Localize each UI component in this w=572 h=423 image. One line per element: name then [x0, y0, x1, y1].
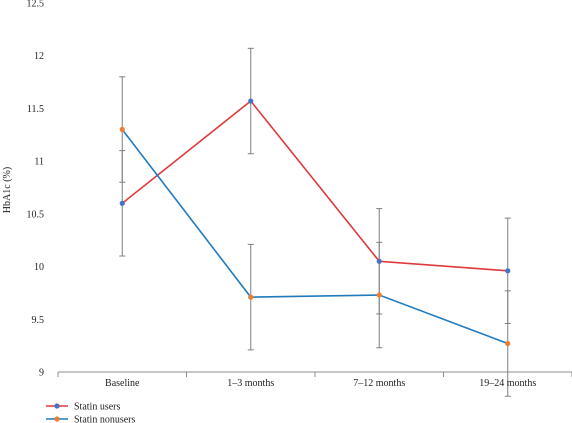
data-points — [119, 98, 511, 347]
legend-marker — [54, 403, 60, 409]
x-tick-label: Baseline — [105, 378, 140, 389]
x-axis — [57, 371, 572, 377]
x-tick-label: 19–24 months — [479, 378, 536, 389]
y-tick-label: 10.5 — [27, 209, 45, 220]
y-tick-label: 11.5 — [27, 104, 44, 115]
legend-marker — [54, 416, 60, 422]
data-point — [376, 258, 382, 264]
series-line — [121, 129, 509, 345]
series-lines — [121, 99, 509, 345]
x-tick-label: 7–12 months — [353, 378, 405, 389]
error-bars — [119, 47, 511, 397]
data-point — [248, 294, 254, 300]
data-point — [119, 200, 125, 206]
legend-label: Statin users — [74, 402, 120, 413]
y-tick-label: 11 — [34, 157, 44, 168]
series-line — [121, 99, 508, 272]
data-point — [119, 126, 125, 133]
y-tick-label: 9 — [39, 368, 44, 379]
y-axis-title: HbA1c (%) — [2, 167, 13, 213]
x-axis-labels: Baseline 1–3 months 7–12 months 19–24 month… — [105, 378, 536, 389]
x-tick-label: 1–3 months — [227, 378, 274, 389]
y-tick-label: 10 — [34, 262, 44, 273]
y-axis-ticks: 9 9.5 10 10.5 11 11.5 12 12.5 — [27, 0, 45, 379]
data-point — [376, 292, 382, 298]
y-tick-label: 9.5 — [32, 315, 45, 326]
data-point — [505, 340, 511, 347]
legend: Statin users Statin nonusers — [46, 402, 135, 423]
data-point — [248, 98, 254, 104]
data-point — [505, 268, 511, 274]
y-tick-label: 12 — [34, 51, 44, 62]
y-tick-label: 12.5 — [27, 0, 45, 10]
legend-label: Statin nonusers — [74, 415, 135, 423]
